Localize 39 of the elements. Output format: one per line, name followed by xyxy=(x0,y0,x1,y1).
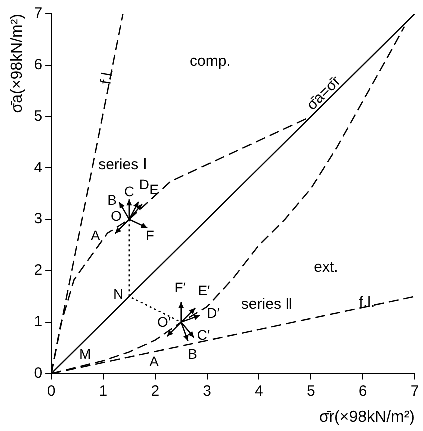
annotation: series Ⅱ xyxy=(241,296,293,314)
x-tick-label: 7 xyxy=(410,382,420,400)
annotation: comp. xyxy=(190,52,231,70)
annotation: ext. xyxy=(314,259,338,276)
x-tick-label: 6 xyxy=(358,382,368,400)
annotation: f.l. xyxy=(359,294,376,312)
annotation: D′ xyxy=(207,305,220,322)
y-tick-label: 4 xyxy=(34,159,43,176)
x-tick-label: 4 xyxy=(255,382,264,400)
x-tick-label: 3 xyxy=(203,382,212,400)
x-tick-label: 0 xyxy=(47,382,56,400)
annotation: E′ xyxy=(198,282,211,298)
annotation: B xyxy=(188,346,198,362)
annotation: B xyxy=(108,192,117,208)
annotation: A xyxy=(91,227,102,244)
annotation: O′ xyxy=(157,314,172,330)
annotation: A xyxy=(150,353,160,370)
annotation: F′ xyxy=(174,279,186,296)
y-tick-label: 1 xyxy=(34,314,43,331)
y-tick-label: 7 xyxy=(34,5,43,22)
annotation: N xyxy=(113,286,124,302)
x-axis-title: σ̄r(×98kN/m²) xyxy=(319,408,415,426)
x-tick-label: 1 xyxy=(99,382,108,400)
x-tick-label: 2 xyxy=(151,382,160,400)
annotation: D xyxy=(139,176,150,193)
annotation: O xyxy=(111,208,122,224)
y-tick-label: 6 xyxy=(34,56,43,74)
x-tick-label: 5 xyxy=(306,382,316,400)
y-tick-label: 0 xyxy=(34,364,43,382)
y-axis-title: σ̄a(×98kN/m²) xyxy=(9,14,26,114)
annotation: F xyxy=(146,227,154,244)
y-tick-label: 3 xyxy=(34,210,43,228)
annotation: E xyxy=(150,182,160,198)
y-tick-label: 5 xyxy=(34,108,43,125)
annotation: C xyxy=(124,184,134,200)
annotation: M xyxy=(79,346,92,362)
annotation: series Ⅰ xyxy=(98,156,147,174)
y-tick-label: 2 xyxy=(34,262,43,280)
annotation: C′ xyxy=(197,327,210,344)
